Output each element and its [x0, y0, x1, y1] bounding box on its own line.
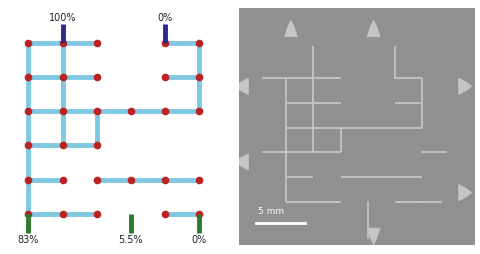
Polygon shape [459, 185, 472, 201]
Polygon shape [367, 228, 380, 245]
Polygon shape [236, 79, 249, 95]
Polygon shape [367, 21, 380, 38]
Text: 100%: 100% [49, 13, 76, 23]
Text: 0%: 0% [192, 234, 207, 244]
Polygon shape [236, 154, 249, 170]
Text: 5.5%: 5.5% [119, 234, 144, 244]
Polygon shape [285, 21, 298, 38]
Polygon shape [459, 79, 472, 95]
Text: 83%: 83% [18, 234, 39, 244]
Text: 5 mm: 5 mm [258, 206, 284, 215]
Text: 0%: 0% [157, 13, 173, 23]
